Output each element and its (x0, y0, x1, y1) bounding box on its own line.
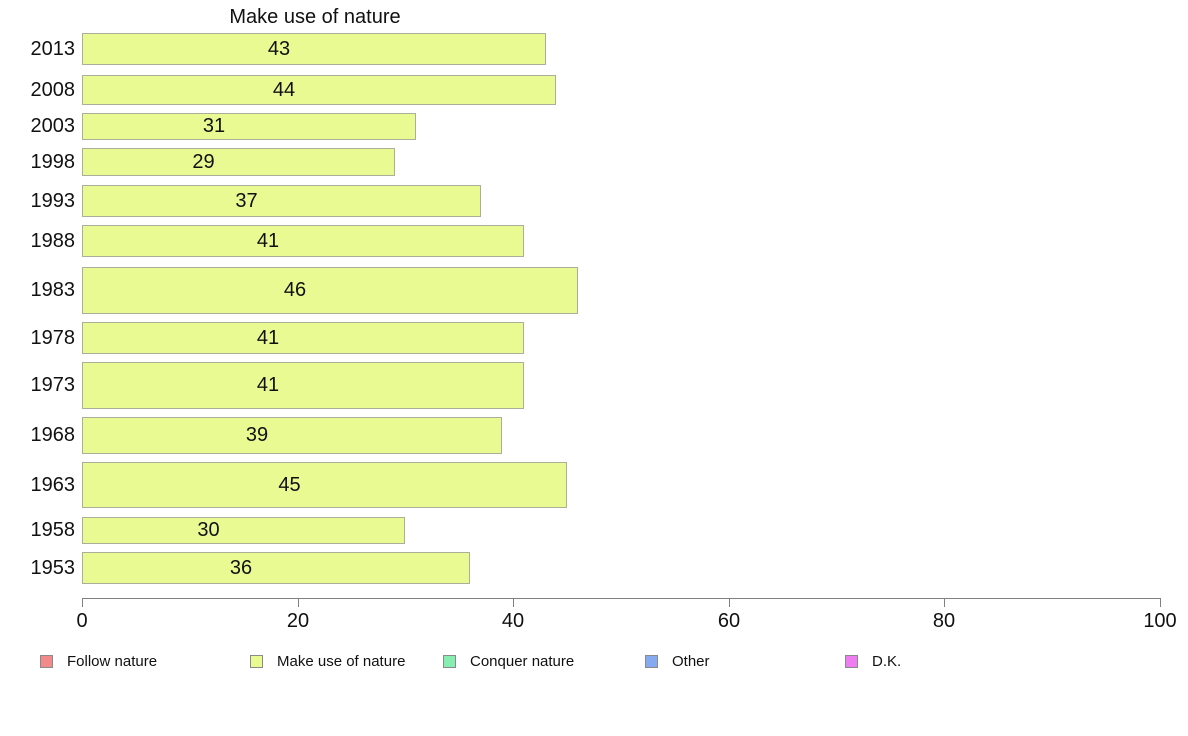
bar-value-label: 29 (192, 151, 215, 173)
y-axis-category-label: 2008 (30, 79, 76, 101)
bar-value-label: 37 (235, 190, 258, 212)
bar-value-label: 46 (283, 279, 307, 301)
x-axis-tick-label: 0 (76, 610, 88, 632)
legend-label: Make use of nature (277, 652, 406, 670)
chart-title: Make use of nature (229, 6, 401, 28)
x-axis-tick (82, 598, 83, 607)
bar-1998 (82, 148, 395, 176)
legend-item: Conquer nature (443, 652, 575, 670)
bar-1953 (82, 552, 470, 584)
legend-swatch-icon (250, 654, 263, 668)
bar-1993 (82, 185, 481, 217)
bar-1978 (82, 322, 524, 354)
legend-swatch-icon (845, 654, 858, 668)
y-axis-category-label: 1978 (30, 327, 76, 349)
legend-label: Follow nature (67, 652, 158, 670)
y-axis-category-label: 1988 (30, 230, 76, 252)
legend-swatch-icon (40, 654, 53, 668)
y-axis-category-label: 2003 (30, 115, 76, 137)
bar-1968 (82, 417, 502, 454)
bar-value-label: 41 (256, 374, 280, 396)
y-axis-category-label: 1993 (30, 190, 76, 212)
y-axis-category-label: 1963 (30, 474, 76, 496)
bar-value-label: 30 (197, 519, 220, 541)
bar-1963 (82, 462, 567, 508)
x-axis-tick-label: 60 (717, 610, 741, 632)
x-axis-tick (944, 598, 945, 607)
bar-2003 (82, 113, 416, 140)
x-axis-tick-label: 20 (286, 610, 310, 632)
x-axis-tick-label: 40 (501, 610, 525, 632)
bar-value-label: 36 (229, 557, 253, 579)
y-axis-category-label: 1958 (30, 519, 76, 541)
bar-value-label: 31 (202, 115, 226, 137)
bar-1958 (82, 517, 405, 544)
y-axis-category-label: 1983 (30, 279, 76, 301)
bar-2013 (82, 33, 546, 65)
bar-1988 (82, 225, 524, 257)
x-axis-line (82, 598, 1160, 599)
y-axis-category-label: 1973 (30, 374, 76, 396)
bar-value-label: 39 (245, 424, 269, 446)
legend-label: Other (672, 652, 710, 670)
bar-value-label: 41 (256, 327, 280, 349)
x-axis-tick (1160, 598, 1161, 607)
x-axis-tick (513, 598, 514, 607)
x-axis-tick (298, 598, 299, 607)
legend-swatch-icon (443, 654, 456, 668)
bar-value-label: 43 (267, 38, 291, 60)
legend-item: Follow nature (40, 652, 158, 670)
bar-1983 (82, 267, 578, 314)
legend-label: Conquer nature (470, 652, 575, 670)
legend-item: Other (645, 652, 710, 670)
x-axis-tick-label: 80 (932, 610, 956, 632)
y-axis-category-label: 1968 (30, 424, 76, 446)
bar-1973 (82, 362, 524, 409)
legend-label: D.K. (872, 652, 902, 670)
bar-value-label: 41 (256, 230, 280, 252)
legend-item: Make use of nature (250, 652, 406, 670)
bar-value-label: 44 (272, 79, 296, 101)
x-axis-tick (729, 598, 730, 607)
legend-item: D.K. (845, 652, 902, 670)
y-axis-category-label: 1953 (30, 557, 76, 579)
y-axis-category-label: 2013 (30, 38, 76, 60)
bar-value-label: 45 (278, 474, 301, 496)
legend-swatch-icon (645, 654, 658, 668)
x-axis-tick-label: 100 (1143, 610, 1177, 632)
y-axis-category-label: 1998 (30, 151, 76, 173)
bar-2008 (82, 75, 556, 105)
